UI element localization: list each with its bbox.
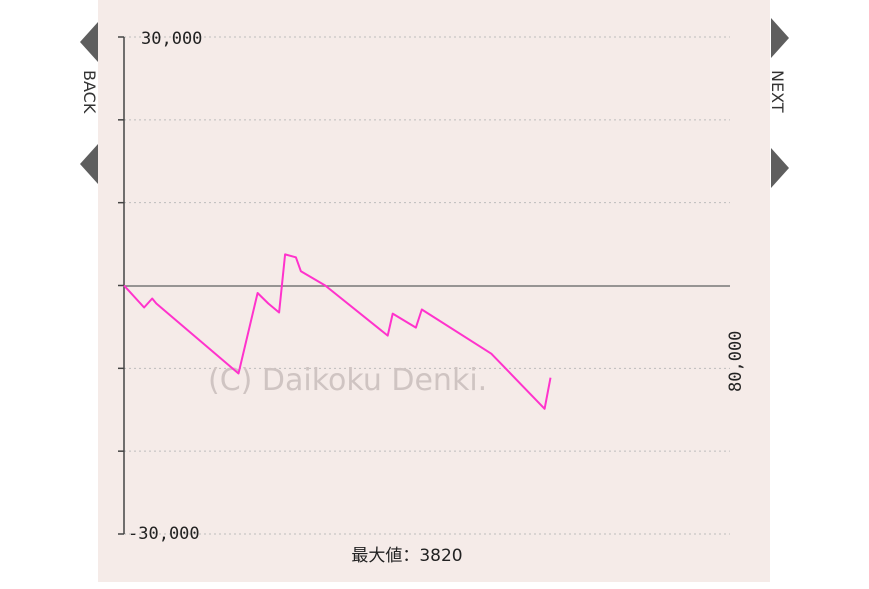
y-tick-label-bottom: -30,000 [128, 524, 200, 544]
back-arrow-icon [80, 144, 98, 184]
series-line [123, 253, 552, 410]
next-arrow-icon [771, 148, 789, 188]
back-button[interactable]: BACK [80, 22, 102, 184]
max-value-label: 最大値：3820 [351, 546, 462, 566]
chart-panel [98, 0, 770, 582]
x-tick-label-max: 80,000 [726, 331, 746, 392]
next-label: NEXT [768, 70, 787, 113]
next-arrow-icon [771, 18, 789, 58]
back-arrow-icon [80, 22, 98, 62]
back-label: BACK [80, 70, 99, 114]
watermark: (C) Daikoku Denki. [208, 363, 487, 398]
y-axis-ticks [118, 36, 124, 535]
y-tick-label-top: 30,000 [141, 29, 202, 49]
next-button[interactable]: NEXT [768, 18, 790, 188]
grid-lines [124, 36, 730, 535]
